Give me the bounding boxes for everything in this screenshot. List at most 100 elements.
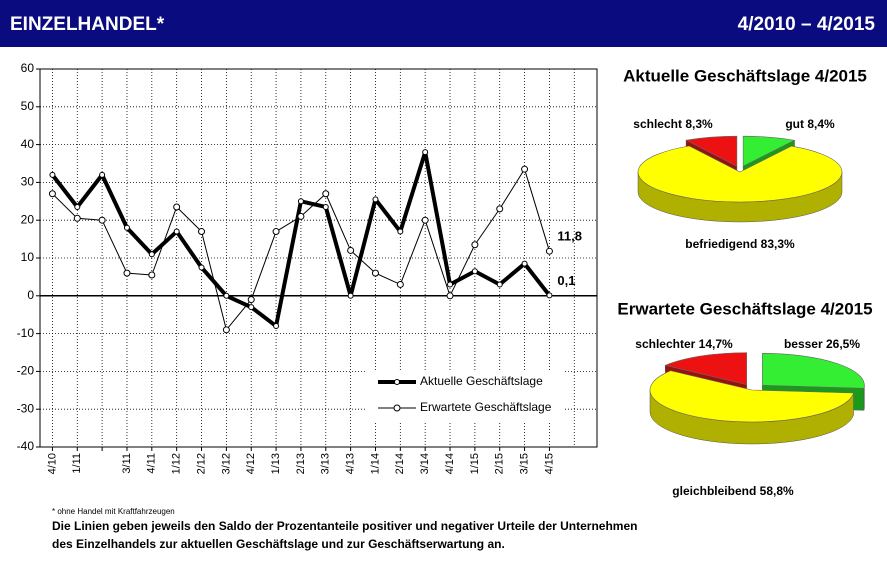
x-tick-label: 1/15 — [469, 453, 481, 474]
y-tick-label: 30 — [21, 175, 35, 189]
legend-marker — [394, 405, 400, 411]
x-tick-label: 4/11 — [146, 453, 158, 474]
x-tick-label: 3/15 — [518, 453, 530, 474]
point — [348, 247, 354, 253]
y-tick-label: 50 — [21, 99, 35, 113]
point — [124, 270, 130, 276]
pie-label-name: schlechter — [635, 337, 695, 351]
y-tick-label: -40 — [17, 439, 35, 453]
point — [75, 204, 80, 209]
point — [546, 248, 552, 254]
point — [74, 215, 80, 221]
point — [298, 213, 304, 219]
pie-slice — [762, 353, 864, 388]
point — [497, 282, 502, 287]
x-tick-label: 1/14 — [369, 453, 381, 474]
point — [273, 229, 279, 235]
pie-label-value: 26,5% — [826, 337, 860, 351]
point — [224, 293, 229, 298]
point — [323, 204, 328, 209]
x-tick-label: 3/12 — [220, 453, 232, 474]
legend-label: Erwartete Geschäftslage — [420, 400, 552, 414]
pie-title: Erwartete Geschäftslage 4/2015 — [617, 299, 872, 318]
pie-label: gleichbleibend 58,8% — [672, 484, 794, 498]
point — [100, 172, 105, 177]
point — [99, 217, 105, 223]
legend-marker — [395, 380, 400, 385]
x-tick-label: 3/14 — [419, 453, 431, 474]
pie-label-name: gut — [785, 117, 804, 131]
x-tick-label: 1/12 — [171, 453, 183, 474]
note-line: Die Linien geben jeweils den Saldo der P… — [52, 519, 637, 533]
point — [373, 197, 378, 202]
pie-label-value: 14,7% — [699, 337, 733, 351]
point — [248, 297, 254, 303]
pie-label: schlechter 14,7% — [635, 337, 733, 351]
point — [423, 150, 428, 155]
pie-slice — [638, 146, 842, 202]
point — [223, 327, 229, 333]
point — [199, 229, 205, 235]
point — [522, 166, 528, 172]
pie-label-name: gleichbleibend — [672, 484, 756, 498]
point — [397, 281, 403, 287]
legend-label: Aktuelle Geschäftslage — [420, 374, 543, 388]
point — [323, 191, 329, 197]
y-tick-label: -10 — [17, 326, 35, 340]
point — [149, 272, 155, 278]
point — [49, 191, 55, 197]
point — [174, 204, 180, 210]
header-period: 4/2010 – 4/2015 — [738, 14, 876, 35]
x-tick-label: 1/11 — [71, 453, 83, 474]
point — [447, 293, 453, 299]
y-tick-label: -20 — [17, 364, 35, 378]
pie-label: besser 26,5% — [784, 337, 860, 351]
point — [298, 199, 303, 204]
point — [472, 242, 478, 248]
point — [422, 217, 428, 223]
x-tick-label: 4/10 — [46, 453, 58, 474]
pie-label-value: 58,8% — [760, 484, 794, 498]
x-tick-label: 3/13 — [320, 453, 332, 474]
point — [149, 252, 154, 257]
pie-label-value: 8,3% — [685, 117, 713, 131]
y-tick-label: 0 — [27, 288, 34, 302]
y-tick-label: 40 — [21, 137, 35, 151]
x-tick-label: 1/13 — [270, 453, 282, 474]
point — [199, 265, 204, 270]
x-tick-label: 2/14 — [394, 453, 406, 474]
note-line: des Einzelhandels zur aktuellen Geschäft… — [52, 537, 505, 551]
header-title: EINZELHANDEL* — [10, 14, 165, 35]
point — [398, 229, 403, 234]
y-tick-label: 60 — [21, 61, 35, 75]
point — [472, 269, 477, 274]
footnote: * ohne Handel mit Kraftfahrzeugen — [52, 507, 175, 516]
pie-title: Aktuelle Geschäftslage 4/2015 — [623, 66, 867, 85]
point — [274, 324, 279, 329]
data-label: 0,1 — [557, 273, 575, 288]
pie-label: schlecht 8,3% — [633, 117, 713, 131]
point — [448, 282, 453, 287]
y-tick-label: 10 — [21, 250, 35, 264]
x-tick-label: 3/11 — [121, 453, 133, 474]
point — [522, 261, 527, 266]
point — [249, 305, 254, 310]
pie-label-name: besser — [784, 337, 823, 351]
x-tick-label: 2/12 — [195, 453, 207, 474]
pie-label-value: 83,3% — [761, 237, 795, 251]
point — [124, 225, 129, 230]
point — [547, 293, 552, 298]
data-label: 11,8 — [557, 229, 582, 244]
pie-label-name: schlecht — [633, 117, 682, 131]
point — [348, 293, 353, 298]
x-tick-label: 4/12 — [245, 453, 257, 474]
pie-label: befriedigend 83,3% — [685, 237, 795, 251]
point — [174, 229, 179, 234]
pie-label: gut 8,4% — [785, 117, 835, 131]
x-tick-label: 2/15 — [494, 453, 506, 474]
y-tick-label: 20 — [21, 212, 35, 226]
y-tick-label: -30 — [17, 401, 35, 415]
x-tick-label: 2/13 — [295, 453, 307, 474]
point — [497, 206, 503, 212]
